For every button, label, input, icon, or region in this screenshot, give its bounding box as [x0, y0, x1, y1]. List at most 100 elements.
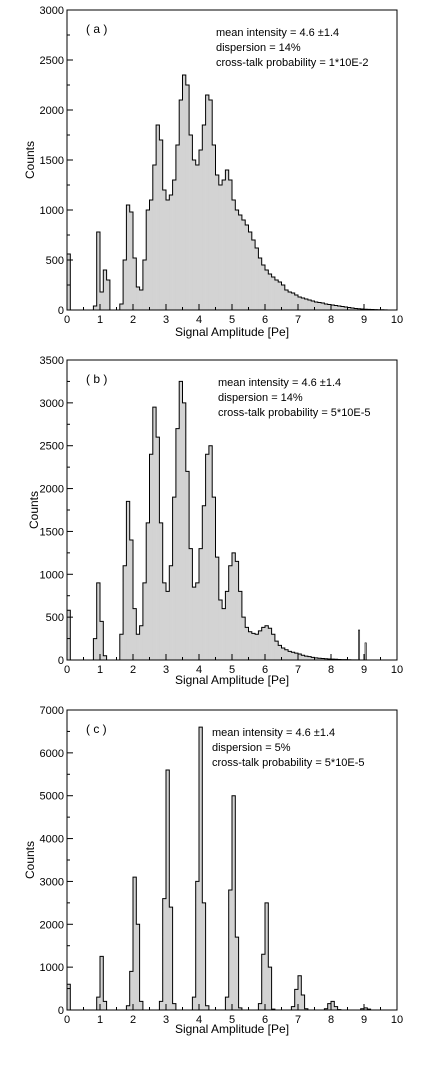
histogram-bar	[195, 881, 200, 1010]
histogram-bar	[136, 924, 140, 1010]
histogram-bar	[311, 301, 315, 310]
histogram-bar	[271, 277, 276, 310]
histogram-bar	[284, 290, 289, 310]
histogram-bar	[67, 984, 71, 1010]
y-axis-label-a: Counts	[23, 141, 37, 179]
histogram-bar	[123, 260, 127, 310]
histogram-bar	[159, 1001, 163, 1010]
panel-c: 0 1 2 3 4 5 6 7 8 9 10 0 1000 2000 3000 4000 5000 6000 700…	[23, 705, 403, 1036]
histogram-bar	[215, 557, 220, 660]
y-tick-label: 500	[46, 612, 64, 624]
histogram-bar	[278, 282, 282, 310]
y-tick-label: 5000	[40, 791, 64, 803]
x-tick-label: 7	[295, 1014, 301, 1026]
histogram-bar	[301, 298, 305, 310]
histogram-bar	[212, 145, 216, 310]
panel-a: 0 1 2 3 4 5 6 7 8 9 10 0 500 1000 1500 2000 2500 3000 ( a…	[23, 5, 403, 339]
histogram-bar	[133, 608, 137, 660]
histogram-bar	[199, 548, 203, 660]
histogram-bar	[241, 220, 246, 310]
x-tick-label: 5	[229, 664, 235, 676]
histogram-bar	[96, 232, 101, 310]
histogram-bar	[235, 210, 239, 310]
x-tick-label: 6	[262, 1014, 268, 1026]
histogram-bar	[228, 180, 233, 310]
histogram-bar	[321, 658, 325, 660]
histogram-bar	[185, 471, 190, 660]
histogram-bar	[238, 591, 243, 660]
histogram-bar	[245, 627, 249, 660]
annotation-dispersion-a: dispersion = 14%	[216, 42, 301, 54]
histogram-bar	[248, 232, 253, 310]
histogram-bar	[222, 608, 226, 660]
histogram-bar	[314, 657, 319, 660]
histogram-bar	[301, 655, 305, 660]
histogram-outline	[66, 380, 397, 661]
histogram-bar	[205, 454, 210, 660]
histogram-bar	[281, 285, 286, 310]
histogram-bar	[294, 989, 299, 1010]
histogram-bar	[119, 634, 124, 660]
x-tick-label: 9	[361, 1014, 367, 1026]
x-tick-label: 3	[163, 1014, 169, 1026]
histogram-bar	[281, 648, 286, 660]
histogram-bar	[235, 937, 239, 1010]
histogram-bar	[179, 100, 183, 310]
axis-ticks-a: 0 1 2 3 4 5 6 7 8 9 10 0 500 1000 1500 2000 2500 3000	[40, 5, 404, 326]
histogram-bar	[166, 591, 170, 660]
histogram-bar	[255, 634, 259, 660]
y-tick-label: 1500	[40, 526, 64, 538]
histogram-bar	[126, 205, 130, 310]
histogram-bar	[238, 215, 243, 310]
axis-ticks-b: 0 1 2 3 4 5 6 7 8 9 10 0 500 1000 1500 2000 2500 3000 3500	[40, 355, 404, 676]
y-tick-label: 500	[46, 255, 64, 267]
histogram-bar	[162, 190, 167, 310]
histogram-bar	[205, 1005, 210, 1010]
histogram-bar	[222, 180, 226, 310]
x-tick-label: 2	[130, 1014, 136, 1026]
histogram-bar	[298, 297, 302, 310]
y-tick-label: 1000	[40, 962, 64, 974]
histogram-bar	[103, 655, 107, 660]
histogram-outline	[66, 726, 397, 1011]
histogram-bar	[169, 565, 173, 660]
histogram-bar	[126, 1005, 130, 1010]
histogram-bar	[152, 165, 157, 310]
histogram-bar	[172, 180, 177, 310]
histogram-bar	[228, 565, 233, 660]
histogram-bar	[172, 1003, 177, 1010]
histogram-bar	[294, 295, 299, 310]
y-tick-label: 2500	[40, 441, 64, 453]
x-tick-label: 9	[361, 664, 367, 676]
histogram-bar	[205, 95, 210, 310]
histogram-bar	[291, 652, 295, 660]
histogram-bar	[192, 587, 196, 660]
histogram-bar	[228, 890, 233, 1010]
histogram-bar	[96, 997, 101, 1010]
histogram-bar	[334, 1006, 338, 1010]
x-tick-label: 8	[328, 664, 334, 676]
histogram-bar	[146, 210, 150, 310]
histogram-bar	[331, 305, 335, 310]
histogram-bar	[100, 956, 104, 1010]
histogram-bar	[166, 770, 170, 1010]
histogram-bar	[232, 200, 236, 310]
histogram-bar	[96, 582, 101, 660]
histogram-bar	[268, 967, 272, 1010]
histogram-bar	[169, 195, 173, 310]
histogram-bar	[192, 160, 196, 310]
histogram-bar	[265, 270, 269, 310]
histogram-bar	[123, 565, 127, 660]
histogram-bar	[225, 170, 229, 310]
histogram-bar	[232, 552, 236, 660]
annotation-dispersion-b: dispersion = 14%	[218, 392, 303, 404]
histogram-bar	[304, 656, 309, 660]
histogram-bar	[271, 634, 276, 660]
x-tick-label: 0	[64, 1014, 70, 1026]
y-tick-label: 3500	[40, 355, 64, 367]
x-axis-label-a: Signal Amplitude [Pe]	[175, 325, 289, 339]
x-tick-label: 4	[196, 314, 202, 326]
y-tick-label: 0	[58, 655, 64, 667]
histogram-bar	[106, 280, 111, 310]
histogram-bar	[182, 75, 187, 310]
